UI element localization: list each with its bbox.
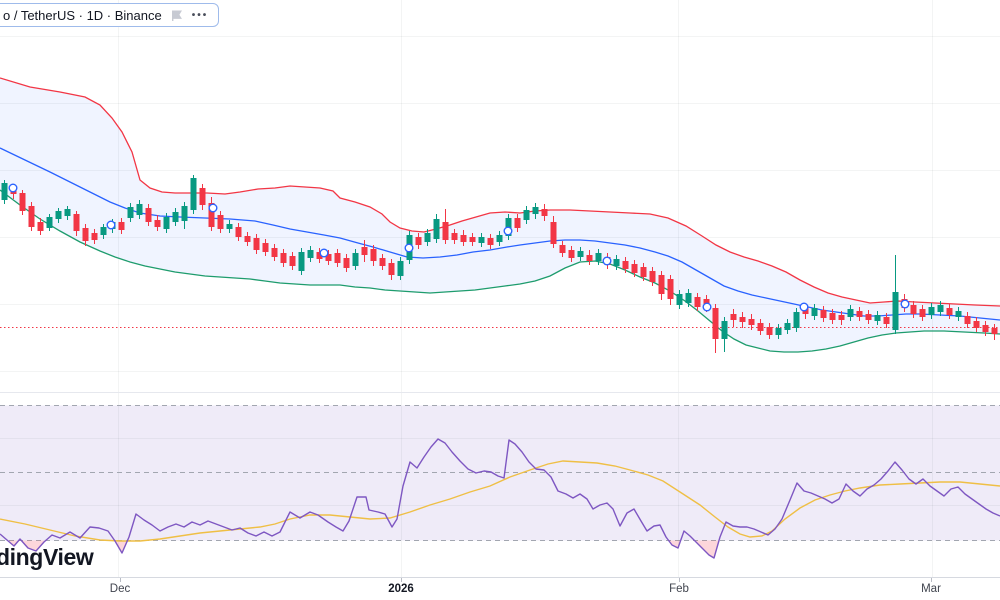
bollinger-middle-band (0, 147, 1000, 321)
rsi-ma-line (0, 460, 1000, 542)
rsi-line (0, 438, 1000, 559)
symbol-legend[interactable]: o / TetherUS · 1D · Binance ••• (0, 3, 220, 27)
flag-icon[interactable] (170, 9, 184, 22)
grid-lines (0, 0, 1000, 577)
bollinger-fill (0, 78, 1000, 352)
symbol-title[interactable]: o / TetherUS · 1D · Binance (3, 7, 162, 23)
bollinger-lower-band (0, 189, 1000, 353)
flag-icon-glyph (171, 10, 182, 21)
bollinger-upper-band (0, 77, 1000, 307)
time-axis-label: Dec (109, 583, 131, 595)
candlestick-series[interactable] (1, 175, 998, 353)
time-axis-label: 2026 (388, 583, 414, 595)
indicator-markers (8, 183, 910, 312)
tradingview-watermark: dingView (0, 544, 94, 570)
more-options-button[interactable]: ••• (191, 10, 209, 21)
time-axis-tick (120, 578, 121, 582)
time-axis[interactable]: Dec 2026 Feb Mar (0, 577, 1000, 600)
time-axis-tick (931, 578, 932, 582)
time-axis-label: Mar (921, 583, 941, 595)
time-axis-label: Feb (669, 583, 689, 595)
time-axis-tick (401, 578, 402, 582)
rsi-level-lines (0, 405, 1000, 541)
chart-canvas[interactable] (0, 0, 1000, 577)
time-axis-tick (679, 578, 680, 582)
